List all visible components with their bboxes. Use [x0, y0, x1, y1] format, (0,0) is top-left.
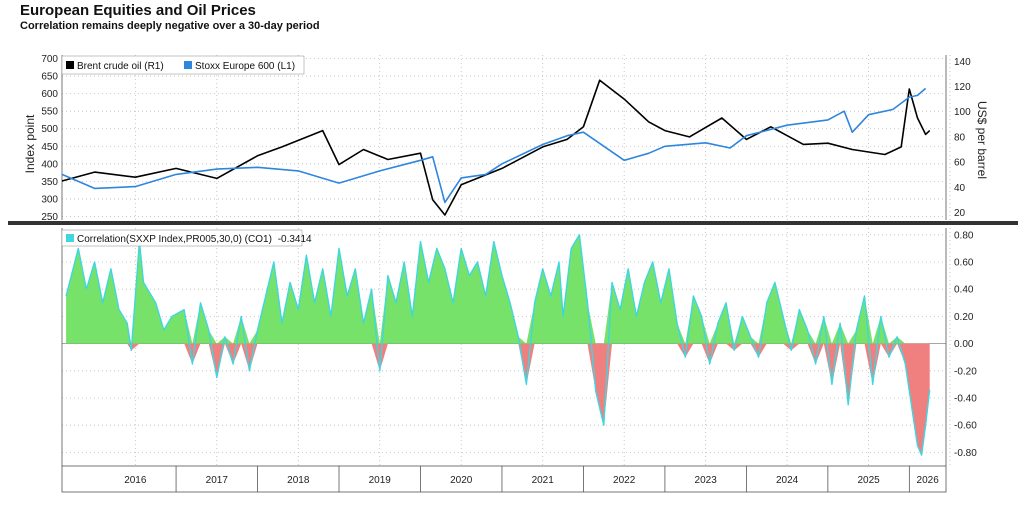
- x-axis-years: 2016 2017 2018 2019 2020 2021 2022 2023 2024 2025…: [61, 465, 947, 493]
- left-tick-label: 600: [41, 89, 58, 100]
- bottom-legend-box: [61, 229, 303, 247]
- x-tick-label: 2017: [206, 475, 229, 486]
- series-line-stoxx: [61, 87, 927, 204]
- top-panel-grid: [61, 55, 951, 220]
- right-tick-label: 80: [954, 132, 966, 143]
- x-tick-label: 2023: [695, 475, 718, 486]
- bottom-legend: Correlation(SXXP Index,PR005,30,0) (CO1)…: [61, 229, 312, 247]
- corr-tick-label: -0.60: [954, 421, 977, 432]
- legend-label-stoxx: Stoxx Europe 600 (L1): [195, 61, 295, 72]
- panel-separator: [8, 221, 1018, 225]
- legend-swatch-brent: [66, 61, 74, 69]
- left-tick-label: 450: [41, 142, 58, 153]
- left-tick-label: 350: [41, 177, 58, 188]
- right-tick-label: 20: [954, 208, 966, 219]
- top-legend: Brent crude oil (R1) Stoxx Europe 600 (L…: [61, 55, 305, 75]
- right-tick-label: 140: [954, 57, 971, 68]
- right-tick-label: 120: [954, 82, 971, 93]
- top-legend-box: [61, 55, 305, 75]
- right-axis-title: US$ per barrel: [975, 101, 989, 179]
- legend-swatch-stoxx: [184, 61, 192, 69]
- x-tick-label: 2019: [369, 475, 392, 486]
- corr-tick-label: 0.80: [954, 230, 974, 241]
- legend-swatch-correlation: [66, 234, 74, 242]
- x-tick-label: 2020: [450, 475, 473, 486]
- corr-tick-label: -0.40: [954, 394, 977, 405]
- top-right-axis-ticks: 20 40 60 80 100 120 140: [954, 57, 971, 219]
- x-tick-label: 2016: [124, 475, 147, 486]
- left-axis-title: Index point: [23, 114, 37, 173]
- corr-tick-label: 0.40: [954, 285, 974, 296]
- corr-tick-label: -0.20: [954, 366, 977, 377]
- x-tick-label: 2018: [287, 475, 310, 486]
- left-tick-label: 500: [41, 124, 58, 135]
- legend-label-correlation: Correlation(SXXP Index,PR005,30,0) (CO1)…: [77, 234, 312, 245]
- legend-label-brent: Brent crude oil (R1): [77, 61, 164, 72]
- chart-subtitle: Correlation remains deeply negative over…: [20, 20, 320, 32]
- top-left-axis-ticks: 250 300 350 400 450 500 550 600 650 700: [41, 54, 58, 223]
- series-line-brent: [61, 79, 931, 216]
- x-tick-label: 2024: [776, 475, 799, 486]
- right-tick-label: 40: [954, 183, 966, 194]
- correlation-line: [65, 234, 931, 456]
- right-tick-label: 100: [954, 107, 971, 118]
- top-series-lines: [61, 79, 931, 216]
- corr-tick-label: -0.80: [954, 448, 977, 459]
- corr-tick-label: 0.00: [954, 339, 974, 350]
- corr-tick-label: 0.60: [954, 258, 974, 269]
- chart-title: European Equities and Oil Prices: [20, 2, 256, 19]
- left-tick-label: 650: [41, 72, 58, 83]
- right-tick-label: 60: [954, 158, 966, 169]
- left-tick-label: 700: [41, 54, 58, 65]
- x-tick-label: 2025: [857, 475, 880, 486]
- x-tick-label: 2022: [613, 475, 636, 486]
- correlation-positive-area: [66, 234, 930, 344]
- correlation-negative-area: [66, 343, 930, 456]
- left-tick-label: 400: [41, 159, 58, 170]
- left-tick-label: 300: [41, 194, 58, 205]
- corr-tick-label: 0.20: [954, 312, 974, 323]
- left-tick-label: 250: [41, 212, 58, 223]
- x-tick-label: 2021: [532, 475, 555, 486]
- left-tick-label: 550: [41, 107, 58, 118]
- x-axis-band: [61, 465, 947, 493]
- x-tick-label: 2026: [917, 475, 940, 486]
- bottom-axis-ticks: -0.80 -0.60 -0.40 -0.20 0.00 0.20 0.40 0.60 0.80: [954, 230, 977, 459]
- correlation-area: [65, 234, 931, 456]
